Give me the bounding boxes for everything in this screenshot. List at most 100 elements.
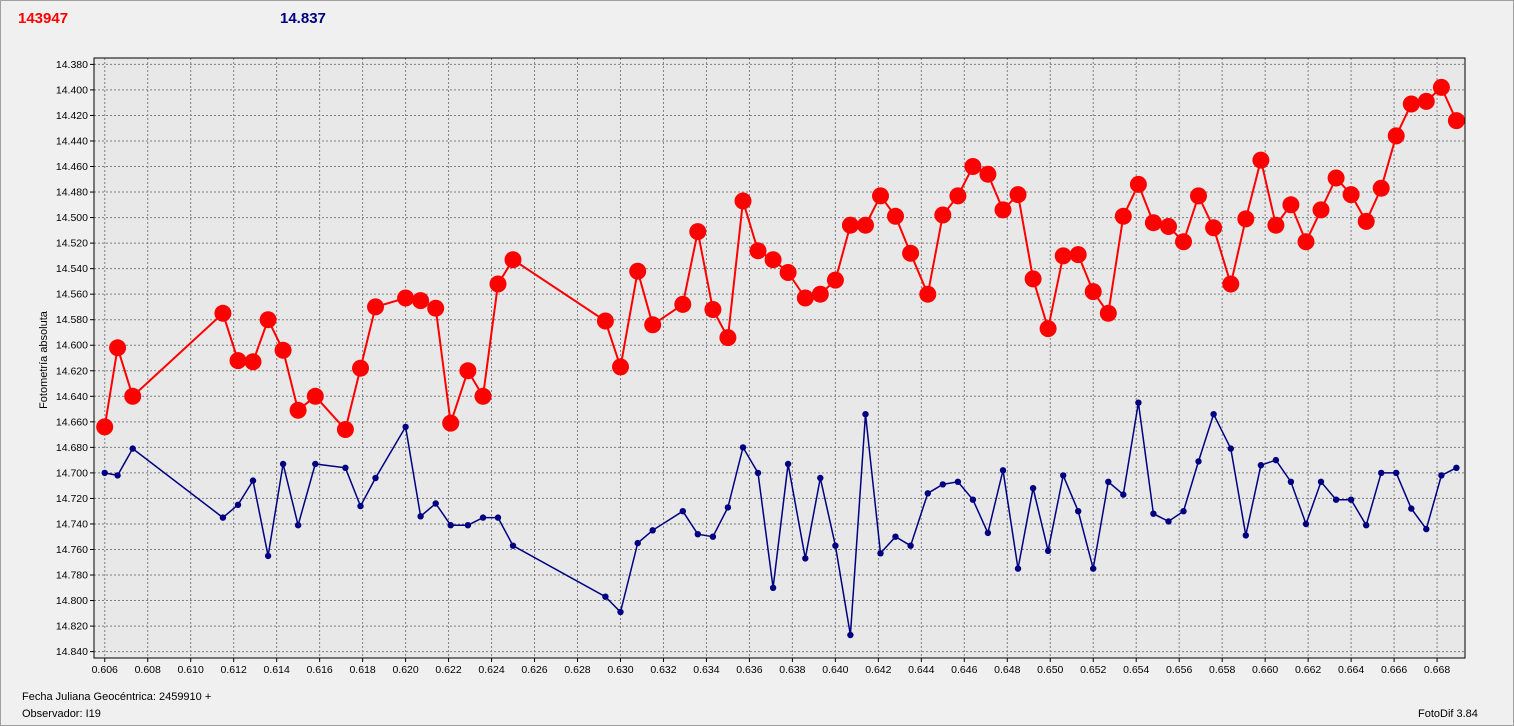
y-tick-label: 14.820 — [56, 621, 88, 633]
y-tick-label: 14.840 — [56, 646, 88, 658]
data-point — [1272, 456, 1280, 464]
series-comparison — [101, 399, 1460, 639]
y-tick-label: 14.500 — [56, 212, 88, 224]
data-point — [887, 207, 904, 225]
data-point — [649, 527, 656, 534]
data-point — [1205, 219, 1223, 237]
data-point — [114, 472, 121, 479]
data-point — [1069, 246, 1087, 264]
data-point — [769, 584, 777, 591]
data-point — [336, 421, 354, 438]
data-point — [1129, 175, 1147, 193]
data-point — [847, 631, 854, 639]
data-point — [1378, 469, 1385, 477]
data-point — [372, 474, 379, 482]
data-point — [1014, 565, 1022, 572]
data-point — [811, 285, 829, 303]
data-point — [1357, 212, 1375, 230]
data-point — [862, 411, 869, 418]
data-point — [764, 251, 782, 269]
data-point — [1393, 469, 1400, 477]
data-point — [352, 359, 369, 377]
x-tick-label: 0.656 — [1166, 664, 1192, 676]
data-point — [704, 301, 722, 318]
x-tick-label: 0.662 — [1295, 664, 1321, 676]
data-point — [1105, 478, 1112, 485]
data-point — [1044, 547, 1052, 554]
plot-border — [93, 57, 1466, 659]
data-point — [1453, 464, 1460, 471]
data-point — [1120, 491, 1127, 498]
data-point — [1160, 218, 1177, 235]
data-point — [689, 223, 707, 241]
data-point — [832, 542, 839, 549]
data-point — [796, 289, 814, 307]
x-tick-label: 0.654 — [1123, 664, 1149, 676]
data-point — [919, 285, 937, 303]
data-point — [412, 292, 430, 310]
data-point — [1084, 283, 1102, 301]
data-point — [1099, 304, 1117, 322]
data-point — [1237, 210, 1255, 228]
data-point — [1180, 508, 1187, 515]
data-point — [229, 352, 247, 370]
y-tick-label: 14.660 — [56, 416, 88, 428]
data-point — [504, 251, 522, 269]
data-point — [1438, 472, 1445, 479]
y-tick-label: 14.580 — [56, 314, 88, 326]
x-tick-label: 0.632 — [650, 664, 676, 676]
data-point — [1222, 275, 1240, 293]
data-point — [129, 445, 136, 452]
data-point — [1090, 565, 1097, 572]
data-point — [342, 464, 349, 471]
data-point — [489, 275, 507, 293]
x-tick-label: 0.638 — [779, 664, 805, 676]
y-tick-label: 14.780 — [56, 570, 88, 582]
data-point — [306, 387, 324, 405]
data-point — [417, 513, 424, 520]
data-point — [1312, 201, 1330, 219]
data-point — [1165, 518, 1172, 525]
data-point — [1372, 179, 1390, 197]
data-point — [1347, 496, 1355, 503]
x-tick-label: 0.612 — [221, 664, 247, 676]
data-point — [674, 295, 692, 313]
x-tick-label: 0.644 — [908, 664, 934, 676]
data-point — [857, 216, 874, 234]
data-point — [1175, 233, 1192, 251]
data-point — [1227, 445, 1235, 452]
x-tick-label: 0.664 — [1338, 664, 1364, 676]
data-point — [427, 299, 445, 317]
data-point — [779, 264, 797, 281]
data-point — [1029, 485, 1037, 492]
data-point — [1402, 95, 1420, 113]
data-point — [617, 608, 624, 616]
data-point — [939, 481, 946, 488]
data-point — [802, 555, 809, 562]
y-tick-label: 14.480 — [56, 187, 88, 199]
data-point — [234, 501, 242, 508]
data-point — [279, 460, 287, 468]
data-point — [999, 467, 1007, 474]
x-tick-label: 0.614 — [264, 664, 290, 676]
x-tick-label: 0.636 — [736, 664, 762, 676]
data-point — [739, 444, 747, 451]
data-point — [312, 460, 319, 468]
x-tick-label: 0.620 — [392, 664, 418, 676]
x-tick-label: 0.630 — [607, 664, 633, 676]
data-point — [872, 187, 889, 205]
data-point — [1297, 233, 1315, 251]
series-layer — [96, 78, 1465, 639]
data-point — [1417, 92, 1435, 110]
x-tick-label: 0.660 — [1252, 664, 1278, 676]
x-tick-label: 0.652 — [1080, 664, 1106, 676]
data-point — [984, 529, 992, 537]
x-tick-label: 0.618 — [349, 664, 375, 676]
version-label: FotoDif 3.84 — [1418, 708, 1478, 720]
data-point — [96, 418, 114, 436]
data-point — [1150, 510, 1157, 517]
data-point — [924, 490, 931, 497]
data-point — [826, 271, 844, 289]
grid-lines — [94, 58, 1465, 658]
data-point — [1054, 247, 1072, 265]
